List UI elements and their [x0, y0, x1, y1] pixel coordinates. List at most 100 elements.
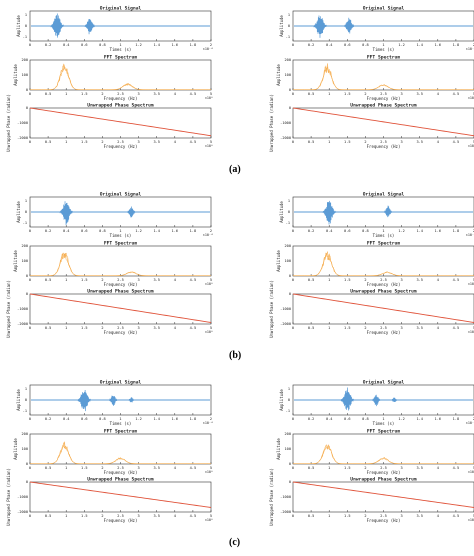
- fft-title: FFT Spectrum: [104, 429, 137, 435]
- signal-xtick-label: 0.6: [344, 229, 351, 233]
- signal-xtick-label: 1.8: [453, 43, 460, 47]
- phase-xtick-label: 4.5: [453, 326, 460, 330]
- fft-trace: [292, 443, 474, 464]
- signal-xtick-label: 0.4: [326, 229, 333, 233]
- signal-xtick-label: 0.2: [45, 43, 52, 47]
- signal-xtick-label: 1.4: [416, 417, 423, 421]
- signal-xtick-label: 1.6: [435, 229, 442, 233]
- phase-ylabel: Unwrapped Phase (radian): [6, 94, 11, 152]
- fft-xlabel: Frequency (Hz): [104, 282, 138, 287]
- signal-xtick-label: 2: [473, 43, 474, 47]
- signal-xtick-label: 1: [382, 417, 384, 421]
- signal-ytick-label: -1: [286, 221, 290, 225]
- phase-xtick-label: 0: [292, 514, 294, 518]
- fft-xtick-label: 0.5: [308, 466, 315, 470]
- fft-xtick-label: 3.5: [416, 466, 423, 470]
- phase-xtick-label: 1: [328, 140, 330, 144]
- fft-xexp: ×10⁶: [205, 96, 213, 100]
- fft-title: FFT Spectrum: [104, 55, 137, 61]
- signal-burst: [59, 201, 74, 225]
- signal-xtick-label: 1.2: [398, 229, 405, 233]
- phase-xtick-label: 3.5: [416, 326, 423, 330]
- phase-xtick-label: 2: [101, 514, 103, 518]
- phase-title: Unwrapped Phase Spectrum: [350, 103, 417, 109]
- phase-xtick-label: 5: [210, 140, 212, 144]
- signal-xtick-label: 0.6: [344, 43, 351, 47]
- signal-xtick-label: 0.4: [326, 417, 333, 421]
- fft-title: FFT Spectrum: [367, 241, 400, 247]
- phase-ytick-label: 0: [289, 106, 291, 110]
- signal-xtick-label: 0.4: [63, 43, 70, 47]
- phase-xlabel: Frequency (Hz): [367, 144, 401, 149]
- fft-xtick-label: 5: [210, 92, 212, 96]
- fft-xtick-label: 1.5: [344, 278, 351, 282]
- phase-xtick-label: 3: [401, 514, 403, 518]
- fft-xtick-label: 3.5: [153, 278, 160, 282]
- fft-trace: [29, 442, 211, 464]
- phase-xtick-label: 1.5: [344, 140, 351, 144]
- signal-xtick-label: 0.2: [45, 229, 52, 233]
- phase-xlabel: Frequency (Hz): [104, 518, 138, 523]
- fft-xtick-label: 5: [210, 466, 212, 470]
- fft-ytick-label: 0: [26, 88, 28, 92]
- signal-burst: [340, 387, 355, 411]
- signal-burst: [77, 390, 92, 412]
- fft-xtick-label: 1: [65, 466, 67, 470]
- fft-xtick-label: 0.5: [45, 92, 52, 96]
- fft-xexp: ×10⁶: [205, 470, 213, 474]
- phase-ytick-label: 0: [26, 292, 28, 296]
- signal-xtick-label: 1.2: [398, 417, 405, 421]
- fft-trace: [292, 252, 474, 276]
- signal-xtick-label: 0.8: [362, 229, 369, 233]
- phase-xtick-label: 4.5: [190, 140, 197, 144]
- signal-xtick-label: 2: [473, 229, 474, 233]
- signal-xlabel: Times (s): [373, 421, 395, 426]
- fft-ytick-label: 100: [22, 73, 29, 77]
- phase-xtick-label: 4.5: [190, 326, 197, 330]
- fft-xtick-label: 3.5: [416, 278, 423, 282]
- fft-xtick-label: 4.5: [190, 92, 197, 96]
- fft-xtick-label: 5: [473, 278, 474, 282]
- phase-ytick-label: 0: [289, 480, 291, 484]
- signal-xtick-label: 0.4: [63, 229, 70, 233]
- fft-xtick-label: 1.5: [344, 92, 351, 96]
- phase-xtick-label: 0: [292, 326, 294, 330]
- signal-xexp: ×10⁻⁴: [203, 421, 213, 425]
- signal-xexp: ×10⁻⁴: [466, 47, 474, 51]
- signal-ytick-label: 0: [25, 398, 27, 402]
- signal-burst: [343, 17, 355, 34]
- phase-xtick-label: 3: [401, 326, 403, 330]
- phase-ylabel: Unwrapped Phase (radian): [269, 280, 274, 338]
- phase-ytick-label: -1000: [17, 307, 28, 311]
- phase-xtick-label: 2: [364, 326, 366, 330]
- fft-xexp: ×10⁶: [205, 282, 213, 286]
- phase-xexp: ×10⁶: [468, 518, 474, 522]
- phase-ytick-label: -1000: [280, 121, 291, 125]
- signal-burst: [127, 206, 136, 218]
- fft-xlabel: Frequency (Hz): [367, 282, 401, 287]
- fft-xtick-label: 3: [401, 92, 403, 96]
- fft-xtick-label: 2.5: [380, 92, 387, 96]
- signal-xtick-label: 1.4: [153, 417, 160, 421]
- signal-xtick-label: 1: [382, 43, 384, 47]
- fft-ytick-label: 100: [22, 447, 29, 451]
- signal-xlabel: Times (s): [110, 233, 132, 238]
- phase-xexp: ×10⁶: [205, 330, 213, 334]
- phase-xtick-label: 3.5: [416, 140, 423, 144]
- signal-title: Original Signal: [100, 380, 142, 386]
- fft-trace: [30, 64, 212, 90]
- phase-xtick-label: 1: [328, 326, 330, 330]
- fft-trace: [29, 63, 211, 90]
- signal-title: Original Signal: [363, 192, 405, 198]
- phase-axes: [292, 481, 474, 513]
- phase-xlabel: Frequency (Hz): [104, 144, 138, 149]
- signal-xtick-label: 0.8: [99, 229, 106, 233]
- fft-xtick-label: 2: [364, 278, 366, 282]
- phase-xtick-label: 5: [473, 514, 474, 518]
- fft-xtick-label: 0: [29, 92, 31, 96]
- fft-xtick-label: 0: [292, 466, 294, 470]
- phase-xlabel: Frequency (Hz): [367, 330, 401, 335]
- phase-xtick-label: 2: [364, 514, 366, 518]
